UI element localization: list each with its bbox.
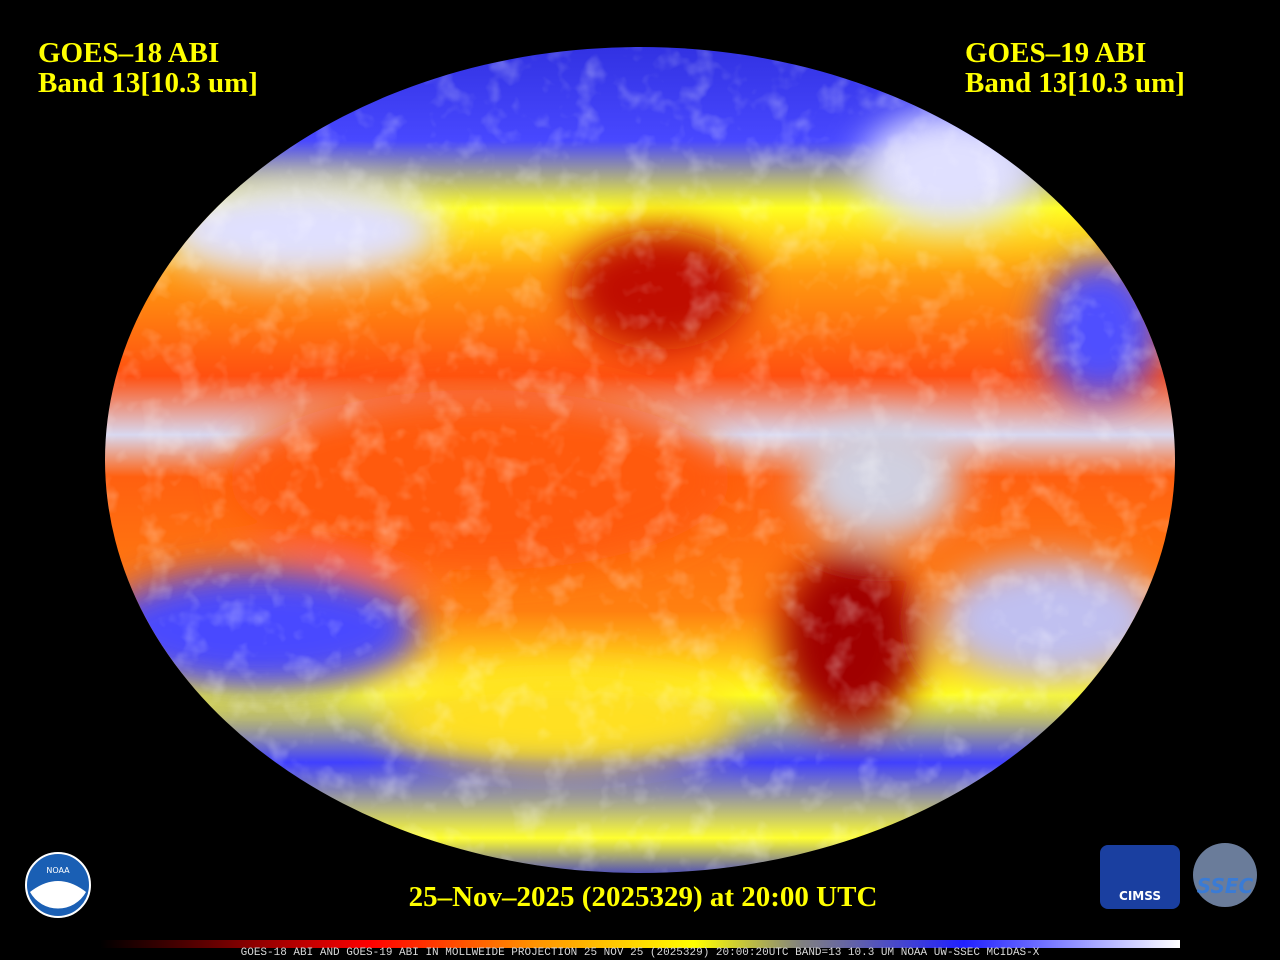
noaa-logo: NOAA: [25, 852, 91, 918]
logo-text: SSEC: [1197, 874, 1254, 898]
left-subtitle: Band 13[10.3 um]: [38, 67, 258, 99]
ssec-logo: SSEC: [1193, 843, 1257, 907]
right-subtitle: Band 13[10.3 um]: [965, 67, 1185, 99]
logo-text: CIMSS: [1119, 889, 1161, 903]
right-title: GOES–19 ABI: [965, 37, 1146, 69]
cimss-logo: CIMSS: [1100, 845, 1180, 909]
globe: [105, 47, 1175, 873]
logo-text: NOAA: [46, 866, 70, 875]
left-title: GOES–18 ABI: [38, 37, 219, 69]
timestamp: 25–Nov–2025 (2025329) at 20:00 UTC: [409, 881, 878, 913]
color-bar: [100, 940, 1180, 948]
footer-caption: GOES-18 ABI AND GOES-19 ABI IN MOLLWEIDE…: [241, 947, 1040, 959]
